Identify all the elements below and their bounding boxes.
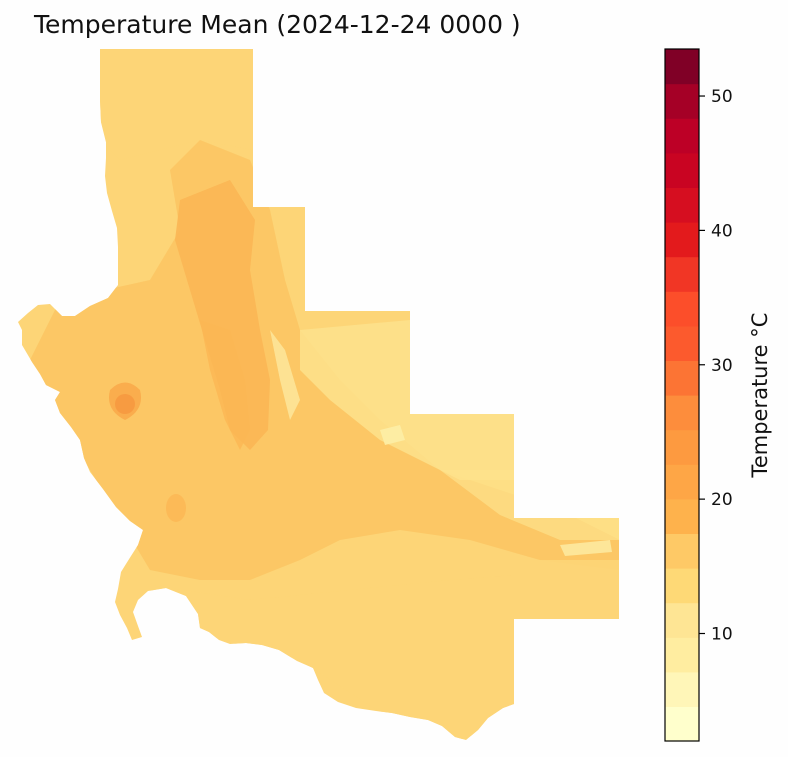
- region-north-cool: [100, 49, 253, 160]
- region-warm-zone: [30, 140, 619, 580]
- region-hot-core: [115, 394, 135, 414]
- colorbar-segment: [665, 671, 699, 707]
- colorbar-segment: [665, 152, 699, 188]
- temperature-map: [18, 49, 619, 740]
- region-warm-band: [200, 320, 250, 450]
- colorbar-label: Temperature °C: [748, 313, 772, 479]
- region-coolest-streak: [380, 425, 405, 445]
- colorbar-ticks: 10 20 30 40 50: [699, 87, 733, 645]
- colorbar-segment: [665, 83, 699, 119]
- colorbar-segment: [665, 360, 699, 396]
- colorbar-segment: [665, 395, 699, 431]
- colorbar-segment: [665, 568, 699, 604]
- region-coolest-streak-2: [270, 330, 300, 420]
- region-coolest-streak-3: [560, 540, 612, 556]
- region-south-east-band: [514, 560, 619, 619]
- colorbar-tick-label: 30: [711, 356, 733, 376]
- colorbar-segment: [665, 498, 699, 534]
- region-cool-east: [300, 320, 514, 480]
- colorbar-segment: [665, 533, 699, 569]
- colorbar-segment: [665, 222, 699, 258]
- colorbar-segment: [665, 602, 699, 638]
- colorbar: [664, 48, 700, 742]
- colorbar-border: [664, 48, 700, 742]
- colorbar-tick-label: 50: [711, 87, 733, 107]
- region-south-band: [150, 575, 514, 740]
- map-title: Temperature Mean (2024-12-24 0000 ): [34, 10, 521, 39]
- colorbar-segment: [665, 637, 699, 673]
- region-warmer-zone: [175, 180, 270, 450]
- colorbar-tick-label: 10: [711, 625, 733, 645]
- region-cool-east-2: [440, 470, 619, 540]
- colorbar-segment: [665, 464, 699, 500]
- colorbar-tick-label: 40: [711, 221, 733, 241]
- region-warm-spot: [166, 494, 186, 522]
- colorbar-segment: [665, 429, 699, 465]
- colorbar-segment: [665, 325, 699, 361]
- colorbar-segment: [665, 187, 699, 223]
- colorbar-segment: [665, 118, 699, 154]
- colorbar-segment: [665, 291, 699, 327]
- colorbar-tick-label: 20: [711, 490, 733, 510]
- colorbar-segment: [665, 256, 699, 292]
- colorbar-segment: [665, 49, 699, 85]
- colorbar-segment: [665, 706, 699, 742]
